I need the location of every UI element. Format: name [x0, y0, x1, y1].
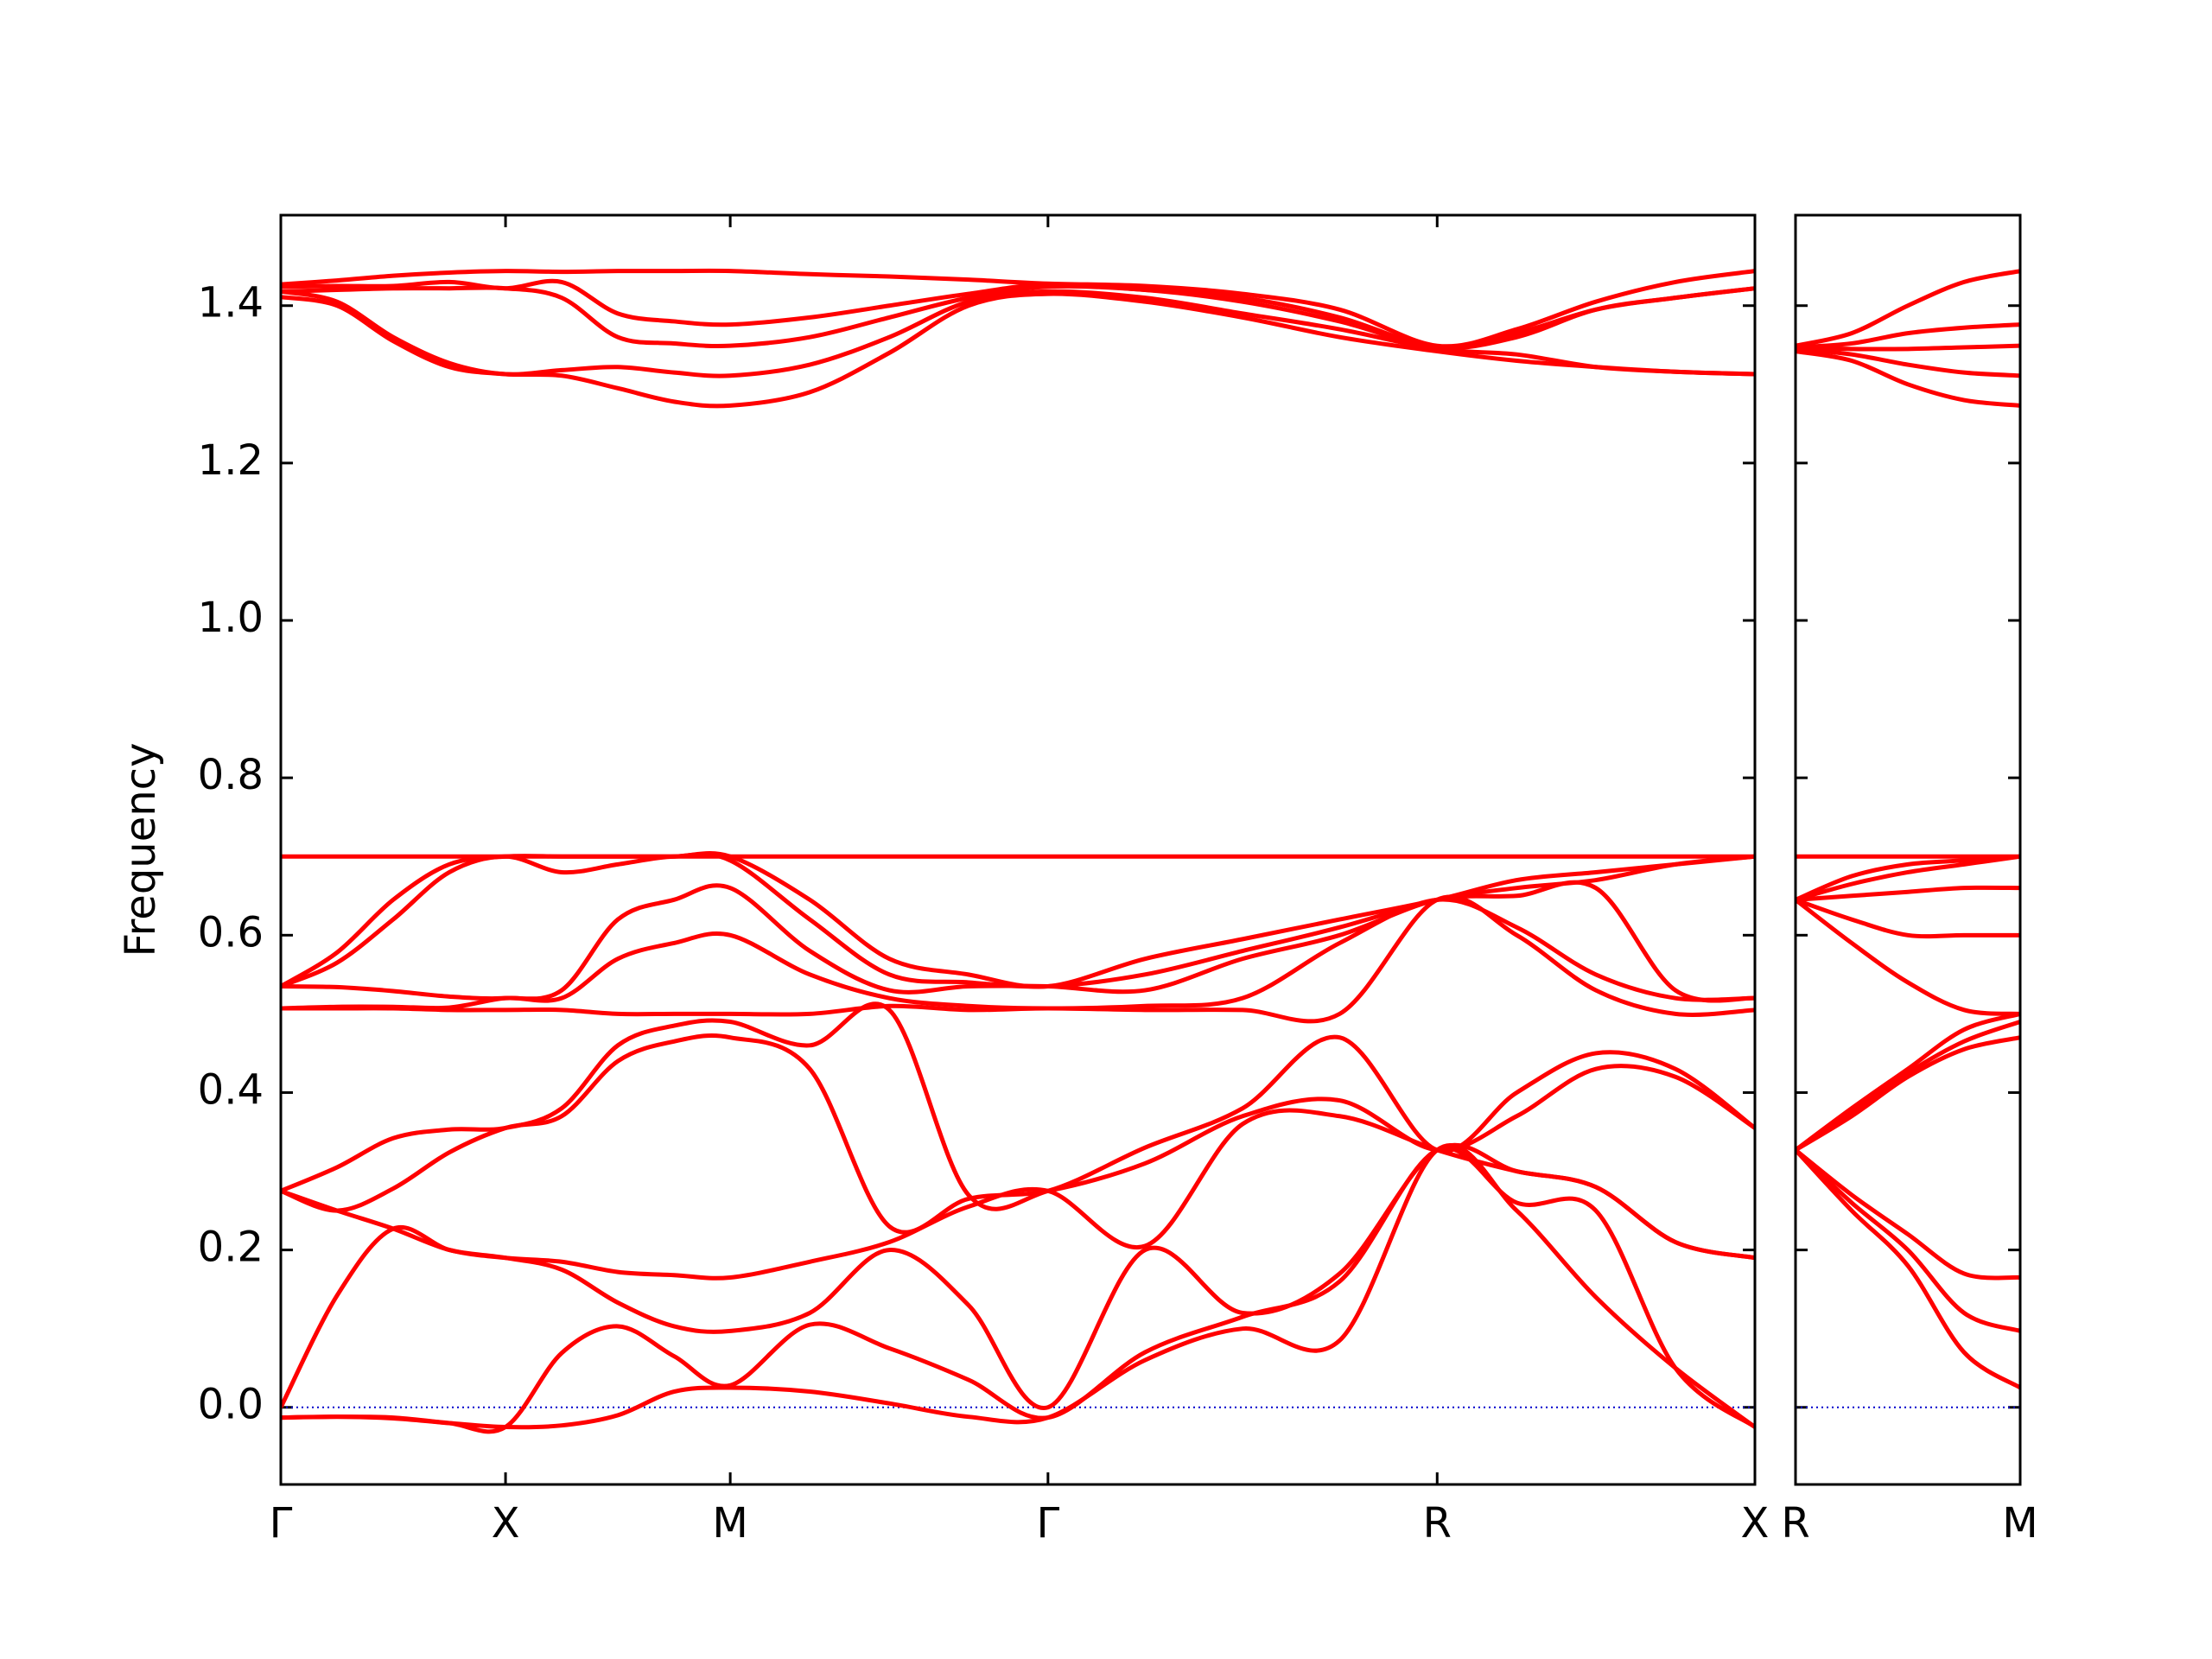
- band-line: [281, 278, 1755, 350]
- band-line: [281, 894, 1755, 1024]
- band-line: [281, 852, 1755, 989]
- y-tick-label: 0.6: [198, 908, 264, 957]
- y-tick-label: 1.0: [198, 594, 264, 642]
- band-line: [1796, 1148, 2020, 1333]
- band-line: [1796, 269, 2020, 348]
- x-tick-label: Γ: [1036, 1499, 1059, 1548]
- y-tick-label: 0.4: [198, 1065, 264, 1114]
- band-line: [1796, 854, 2020, 902]
- band-line: [1796, 1148, 2020, 1390]
- y-tick-label: 1.4: [198, 279, 264, 327]
- x-tick-label: Γ: [270, 1499, 293, 1548]
- band-line: [281, 268, 1755, 349]
- band-line: [1796, 898, 2020, 1016]
- band-line: [281, 1001, 1755, 1211]
- x-tick-label: R: [1423, 1499, 1452, 1548]
- bands: [281, 268, 1755, 1434]
- x-tick-label: X: [492, 1499, 520, 1548]
- x-tick-label: R: [1781, 1499, 1809, 1548]
- band-line: [1796, 1035, 2020, 1153]
- bands: [1796, 269, 2020, 1390]
- band-line: [281, 1146, 1755, 1434]
- band-line: [281, 1108, 1755, 1281]
- x-tick-label: M: [712, 1499, 747, 1548]
- y-axis-label: Frequency: [117, 743, 165, 957]
- band-line: [1796, 885, 2020, 902]
- x-tick-label: M: [2002, 1499, 2037, 1548]
- band-line: [1796, 346, 2020, 378]
- band-line: [281, 289, 1755, 378]
- band-line: [1796, 343, 2020, 352]
- y-tick-label: 0.0: [198, 1381, 264, 1429]
- panel: 0.0 0.2 0.4 0.6 0.8 1.0 1.2 1.4 Γ X M Γ R X Frequency: [117, 213, 1770, 1548]
- band-line: [281, 897, 1755, 1011]
- band-line: [1796, 1020, 2020, 1153]
- y-tick-label: 1.2: [198, 436, 264, 485]
- band-line: [1796, 897, 2020, 939]
- band-line: [281, 1142, 1755, 1430]
- band-line: [281, 880, 1755, 1003]
- y-tick-label: 0.2: [198, 1224, 264, 1272]
- band-line: [1796, 349, 2020, 408]
- x-tick-label: X: [1741, 1499, 1770, 1548]
- y-tick-label: 0.8: [198, 751, 264, 799]
- band-line: [1796, 854, 2020, 902]
- band-line: [1796, 1011, 2020, 1152]
- band-line: [1796, 1147, 2020, 1281]
- plot-frame: [1794, 213, 2022, 1486]
- plot-frame: [279, 213, 1757, 1486]
- band-line: [1796, 322, 2020, 350]
